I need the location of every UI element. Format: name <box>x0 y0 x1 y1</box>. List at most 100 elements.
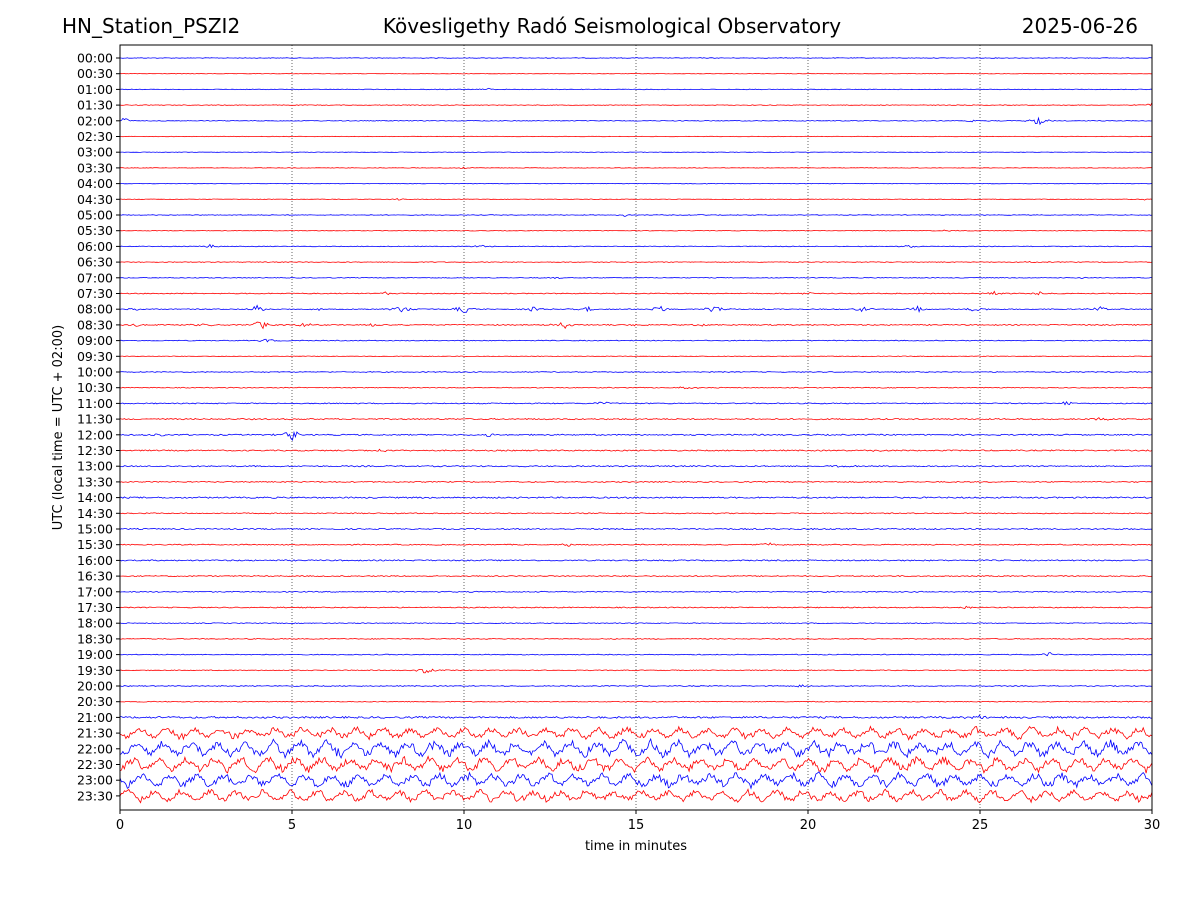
trace-row-04:00 <box>119 182 1153 185</box>
trace-row-06:30 <box>119 261 1153 264</box>
y-tick-labels: 00:0000:3001:0001:3002:0002:3003:0003:30… <box>77 51 120 803</box>
trace-row-06:00 <box>119 243 1152 249</box>
y-tick-label: 16:00 <box>77 553 113 568</box>
y-tick-label: 23:30 <box>77 788 113 803</box>
y-tick-label: 11:30 <box>77 412 113 427</box>
y-tick-label: 06:30 <box>77 255 113 270</box>
y-tick-label: 09:00 <box>77 333 113 348</box>
trace-row-13:00 <box>120 464 1153 468</box>
y-tick-label: 13:00 <box>77 459 113 474</box>
trace-row-13:30 <box>119 480 1153 483</box>
y-tick-label: 18:00 <box>77 616 113 631</box>
trace-row-17:00 <box>119 590 1153 593</box>
y-tick-label: 21:00 <box>77 710 113 725</box>
y-tick-label: 18:30 <box>77 631 113 646</box>
station-name: HN_Station_PSZI2 <box>62 14 241 38</box>
y-tick-label: 07:00 <box>77 270 113 285</box>
x-tick-labels: 0 5 10 15 20 25 30 <box>116 810 1160 833</box>
y-tick-label: 21:30 <box>77 726 113 741</box>
y-tick-label: 08:00 <box>77 302 113 317</box>
trace-row-15:00 <box>119 527 1153 531</box>
trace-row-10:00 <box>119 371 1153 373</box>
y-tick-label: 00:30 <box>77 66 113 81</box>
trace-row-23:00 <box>119 771 1153 790</box>
trace-row-11:30 <box>119 417 1153 421</box>
trace-row-23:30 <box>119 788 1153 804</box>
trace-row-01:30 <box>119 102 1153 107</box>
trace-row-10:30 <box>119 386 1153 390</box>
y-tick-label: 14:30 <box>77 506 113 521</box>
trace-row-20:00 <box>119 684 1153 688</box>
y-tick-label: 09:30 <box>77 349 113 364</box>
chart-date: 2025-06-26 <box>1021 14 1138 38</box>
trace-row-09:00 <box>120 338 1152 343</box>
x-axis-label: time in minutes <box>585 839 687 854</box>
trace-row-07:30 <box>119 290 1153 296</box>
y-tick-label: 04:00 <box>77 176 113 191</box>
y-tick-label: 16:30 <box>77 569 113 584</box>
x-tick-label: 0 <box>116 818 124 833</box>
y-tick-label: 22:30 <box>77 757 113 772</box>
y-tick-label: 10:30 <box>77 380 113 395</box>
y-tick-label: 22:00 <box>77 741 113 756</box>
y-tick-label: 08:30 <box>77 317 113 332</box>
trace-row-05:30 <box>119 229 1153 232</box>
trace-row-11:00 <box>119 401 1153 406</box>
trace-row-20:30 <box>119 700 1153 703</box>
trace-row-08:00 <box>119 304 1153 314</box>
trace-row-19:00 <box>119 652 1152 657</box>
observatory-title: Kövesligethy Radó Seismological Observat… <box>382 14 842 38</box>
trace-row-14:00 <box>119 496 1153 499</box>
trace-row-17:30 <box>119 605 1153 609</box>
trace-rows <box>119 57 1153 804</box>
trace-row-16:00 <box>119 559 1153 562</box>
y-tick-label: 00:00 <box>77 51 113 66</box>
y-tick-label: 07:30 <box>77 286 113 301</box>
y-tick-label: 20:30 <box>77 694 113 709</box>
y-tick-label: 17:00 <box>77 584 113 599</box>
trace-row-15:30 <box>119 542 1153 547</box>
x-tick-label: 5 <box>288 818 296 833</box>
y-tick-label: 03:30 <box>77 160 113 175</box>
y-tick-label: 12:30 <box>77 443 113 458</box>
x-tick-label: 15 <box>628 818 645 833</box>
trace-row-22:00 <box>119 737 1153 759</box>
trace-row-05:00 <box>119 214 1153 217</box>
trace-row-14:30 <box>119 512 1153 515</box>
y-tick-label: 03:00 <box>77 145 113 160</box>
trace-row-07:00 <box>119 276 1152 280</box>
trace-row-21:30 <box>119 725 1153 741</box>
y-tick-label: 02:30 <box>77 129 113 144</box>
trace-row-03:30 <box>120 166 1152 170</box>
x-tick-label: 10 <box>456 818 473 833</box>
y-tick-label: 06:00 <box>77 239 113 254</box>
trace-row-16:30 <box>120 575 1153 578</box>
y-tick-label: 17:30 <box>77 600 113 615</box>
x-tick-label: 25 <box>972 818 989 833</box>
trace-row-09:30 <box>119 355 1153 358</box>
y-tick-label: 19:00 <box>77 647 113 662</box>
y-tick-label: 11:00 <box>77 396 113 411</box>
y-tick-label: 14:00 <box>77 490 113 505</box>
y-tick-label: 05:00 <box>77 208 113 223</box>
x-tick-label: 30 <box>1144 818 1161 833</box>
y-tick-label: 23:00 <box>77 773 113 788</box>
trace-row-18:00 <box>119 622 1153 625</box>
y-tick-label: 13:30 <box>77 474 113 489</box>
trace-row-08:30 <box>119 321 1153 330</box>
y-tick-label: 15:30 <box>77 537 113 552</box>
trace-row-21:00 <box>119 714 1153 720</box>
trace-row-04:30 <box>119 197 1153 201</box>
y-tick-label: 01:00 <box>77 82 113 97</box>
y-tick-label: 19:30 <box>77 663 113 678</box>
y-tick-label: 10:00 <box>77 365 113 380</box>
trace-row-12:00 <box>119 430 1153 441</box>
trace-row-19:30 <box>119 668 1153 674</box>
y-tick-label: 05:30 <box>77 223 113 238</box>
trace-row-12:30 <box>119 448 1153 453</box>
y-tick-label: 01:30 <box>77 98 113 113</box>
trace-row-02:00 <box>119 116 1153 126</box>
trace-row-22:30 <box>119 755 1153 774</box>
trace-row-01:00 <box>119 87 1152 91</box>
